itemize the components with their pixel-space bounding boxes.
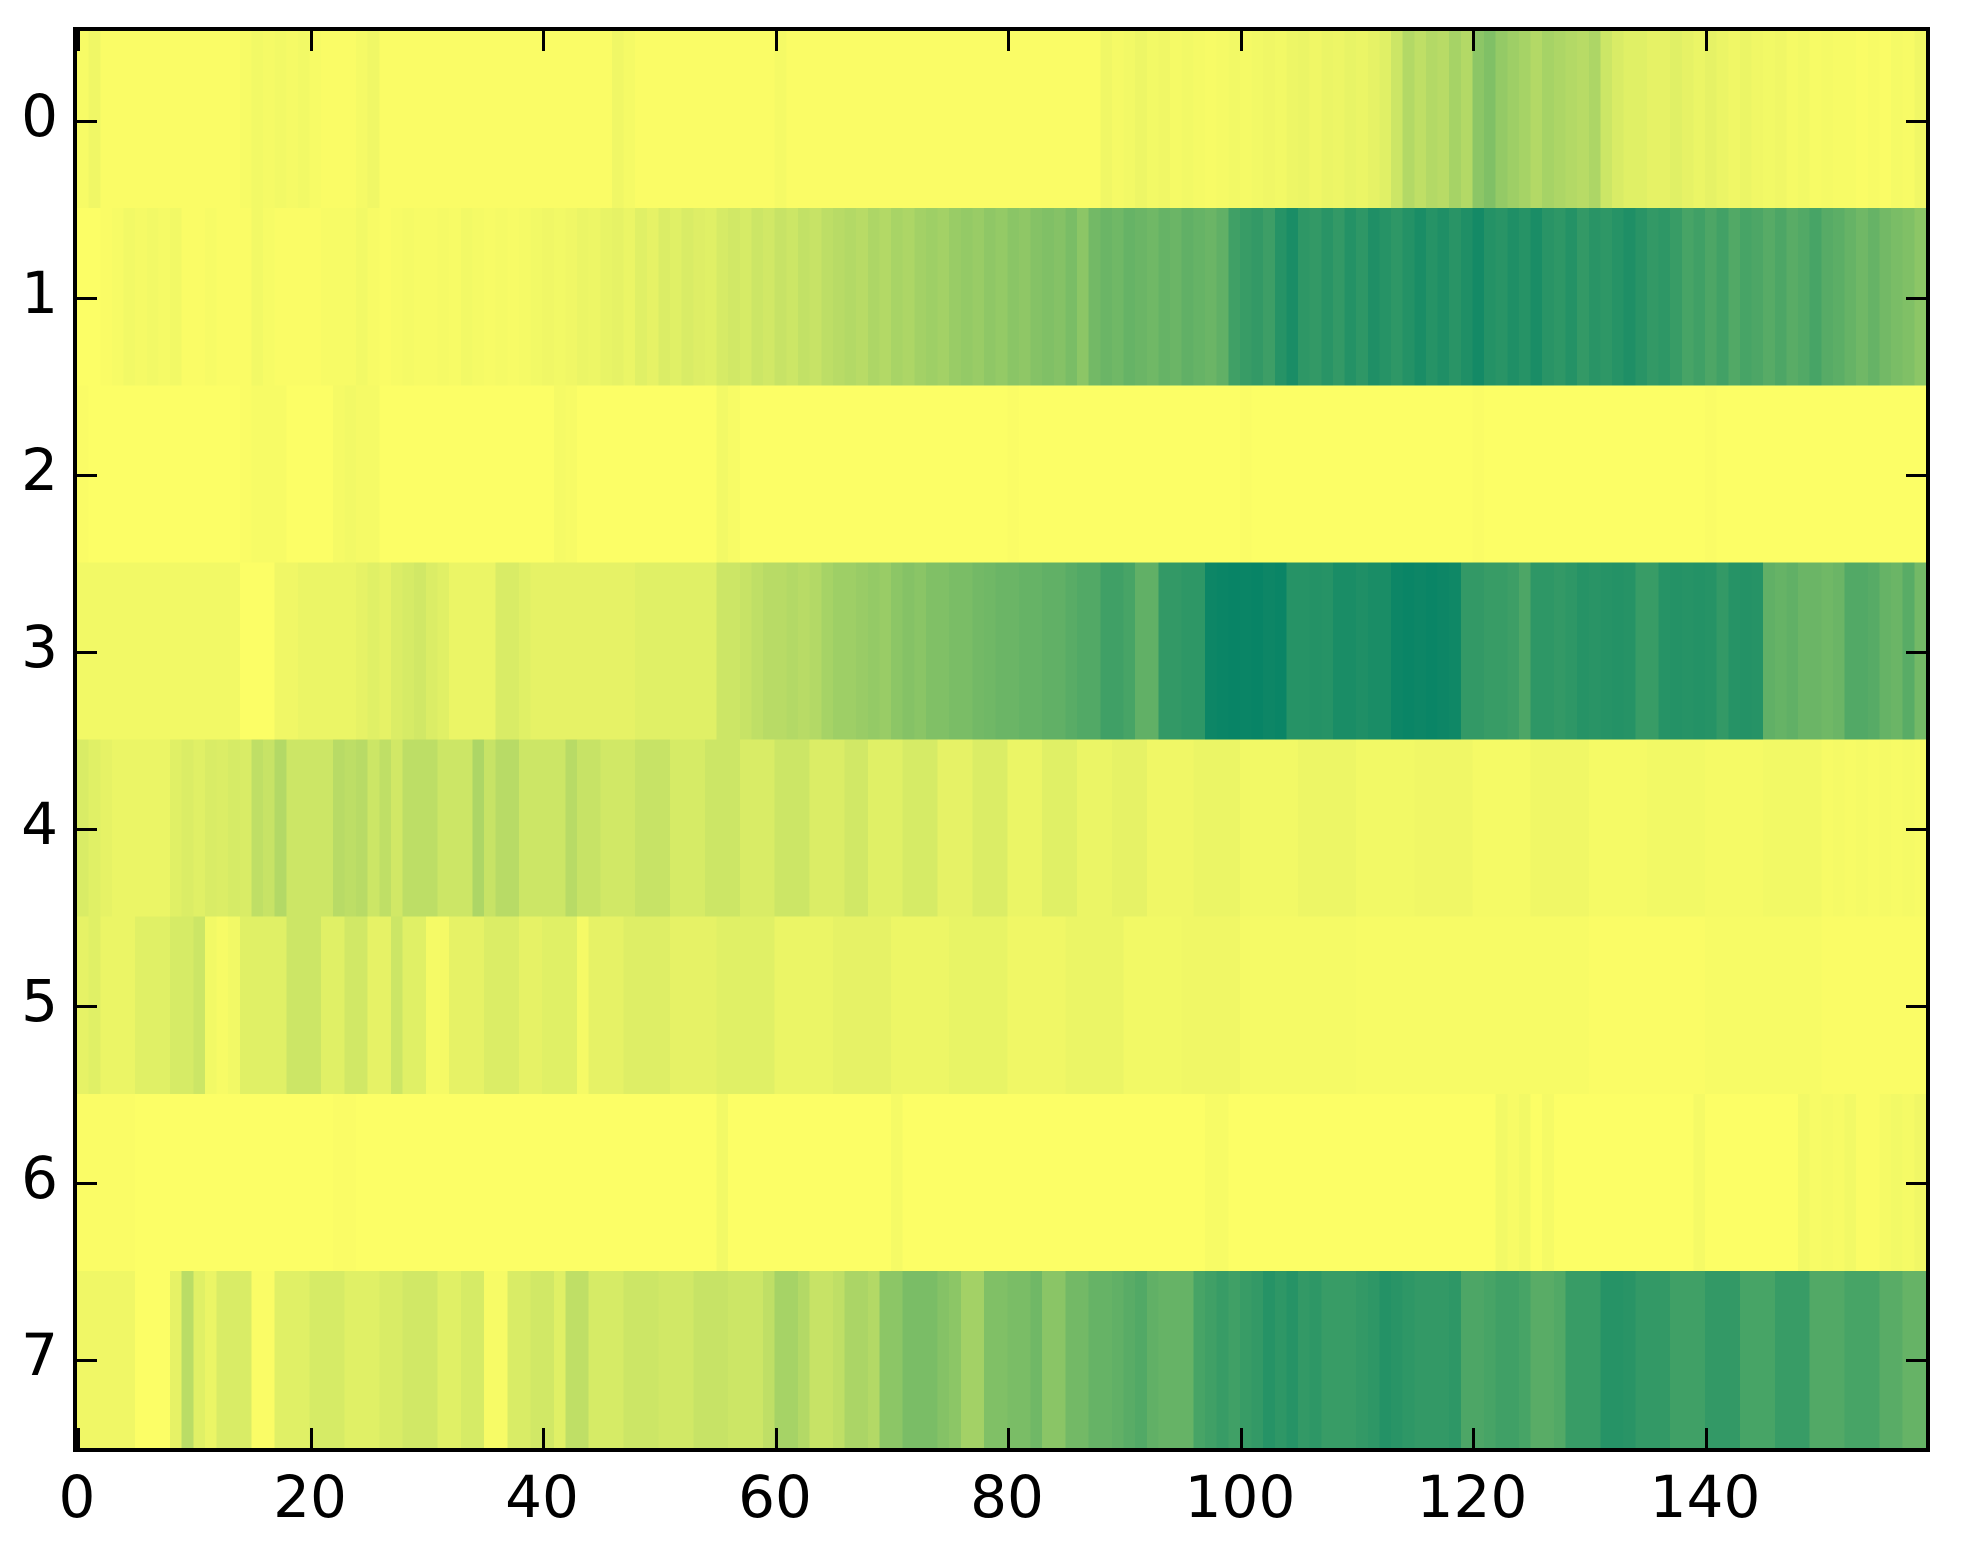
x-tick-label: 0 [58,1463,96,1531]
x-tick-mark [1705,1428,1708,1448]
x-tick-mark [310,31,313,51]
x-tick-mark [1472,1428,1475,1448]
y-tick-label: 0 [21,82,58,150]
y-tick-label: 6 [21,1144,58,1212]
y-tick-mark [77,474,97,477]
x-tick-mark [310,1428,313,1448]
x-tick-label: 80 [970,1463,1044,1531]
y-tick-mark [77,828,97,831]
y-tick-label: 7 [21,1321,58,1389]
x-tick-mark [1240,1428,1243,1448]
x-tick-mark [77,31,80,51]
y-tick-mark [77,297,97,300]
y-tick-label: 1 [21,259,58,327]
y-tick-label: 3 [21,613,58,681]
x-tick-mark [542,31,545,51]
y-tick-label: 2 [21,436,58,504]
y-tick-mark [77,120,97,123]
x-tick-mark [77,1428,80,1448]
y-tick-mark [1906,1359,1926,1362]
x-tick-mark [1007,31,1010,51]
y-tick-mark [77,1005,97,1008]
x-tick-mark [542,1428,545,1448]
y-tick-mark [77,1359,97,1362]
x-tick-label: 100 [1184,1463,1296,1531]
y-tick-label: 5 [21,967,58,1035]
x-tick-label: 40 [505,1463,579,1531]
x-tick-label: 60 [738,1463,812,1531]
x-tick-label: 140 [1649,1463,1761,1531]
y-tick-mark [1906,1182,1926,1185]
x-tick-label: 20 [273,1463,347,1531]
y-tick-mark [1906,474,1926,477]
y-tick-mark [1906,651,1926,654]
y-tick-mark [1906,1005,1926,1008]
y-tick-mark [1906,828,1926,831]
y-tick-mark [1906,120,1926,123]
x-tick-mark [1472,31,1475,51]
x-tick-mark [1705,31,1708,51]
x-tick-mark [1240,31,1243,51]
y-tick-mark [1906,297,1926,300]
x-tick-label: 120 [1416,1463,1528,1531]
y-tick-mark [77,651,97,654]
plot-area [73,27,1930,1452]
y-tick-label: 4 [21,790,58,858]
heatmap-canvas [77,31,1926,1448]
y-tick-mark [77,1182,97,1185]
x-tick-mark [775,1428,778,1448]
x-tick-mark [1007,1428,1010,1448]
x-tick-mark [775,31,778,51]
